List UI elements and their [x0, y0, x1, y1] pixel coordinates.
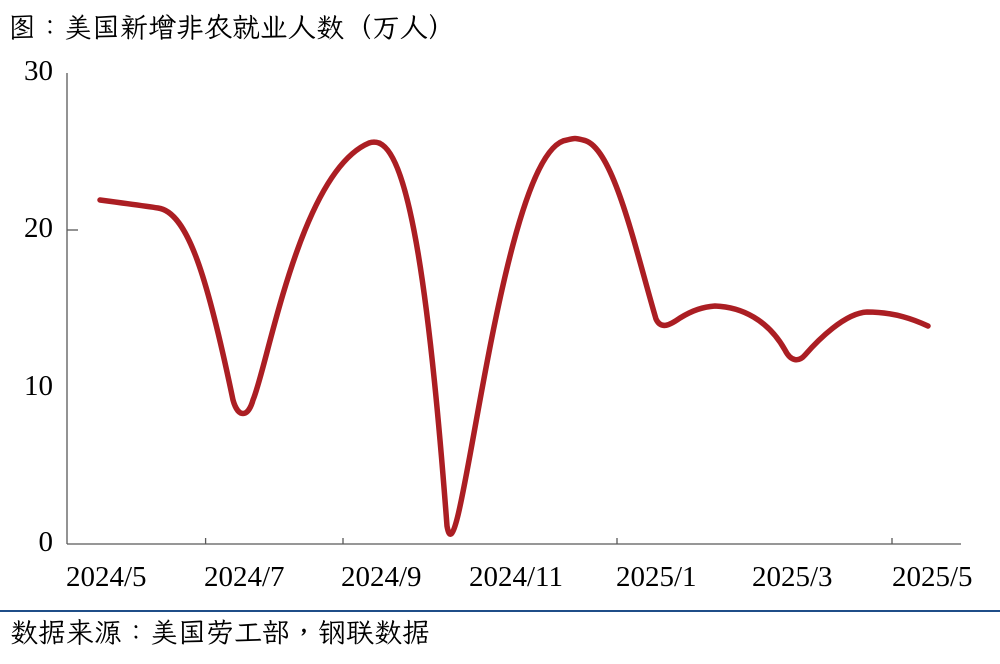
svg-text:2024/11: 2024/11 [469, 561, 563, 593]
svg-text:2024/9: 2024/9 [341, 561, 422, 593]
svg-text:2024/7: 2024/7 [204, 561, 285, 593]
svg-text:20: 20 [24, 212, 53, 244]
svg-text:0: 0 [39, 526, 54, 558]
svg-text:2025/1: 2025/1 [616, 561, 697, 593]
svg-text:2025/5: 2025/5 [892, 561, 973, 593]
svg-text:10: 10 [24, 370, 53, 402]
svg-text:2025/3: 2025/3 [752, 561, 833, 593]
svg-text:2024/5: 2024/5 [66, 561, 147, 593]
svg-text:30: 30 [24, 55, 53, 87]
